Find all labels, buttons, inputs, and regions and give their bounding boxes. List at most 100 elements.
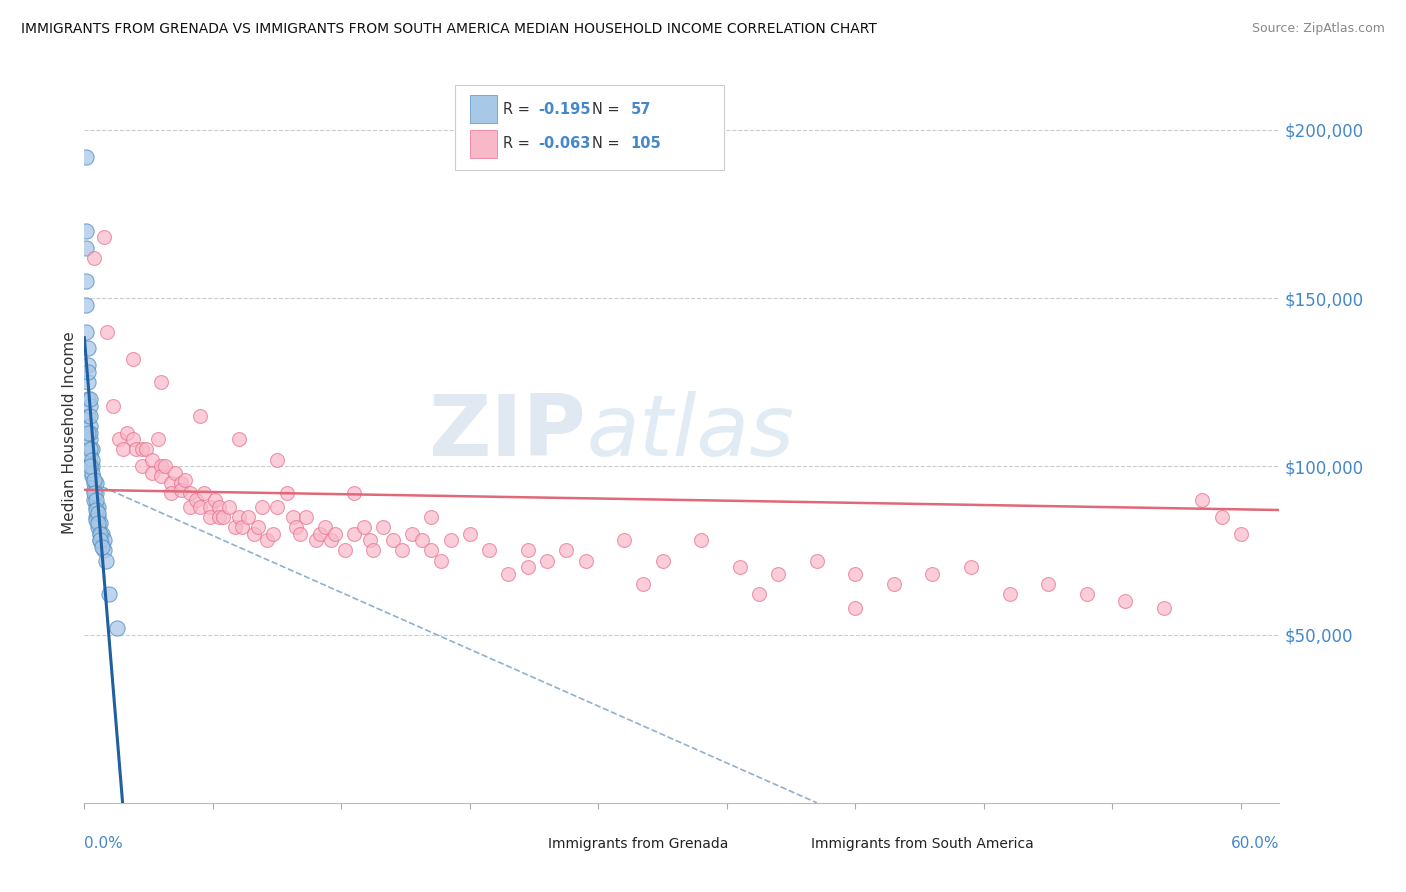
Point — [160, 476, 183, 491]
Text: Source: ZipAtlas.com: Source: ZipAtlas.com — [1251, 22, 1385, 36]
Y-axis label: Median Household Income: Median Household Income — [62, 331, 77, 534]
Point — [75, 224, 97, 238]
Point — [960, 560, 983, 574]
Point — [458, 526, 481, 541]
Point — [420, 543, 443, 558]
Point — [135, 442, 157, 457]
Point — [498, 566, 520, 581]
Point — [728, 560, 751, 574]
Point — [246, 520, 269, 534]
Point — [84, 509, 107, 524]
Point — [1191, 492, 1213, 507]
Point — [179, 500, 201, 514]
Point — [478, 543, 501, 558]
Text: R =: R = — [503, 136, 534, 152]
Text: atlas: atlas — [586, 391, 794, 475]
Point — [883, 577, 905, 591]
Point — [359, 533, 381, 548]
Point — [198, 509, 221, 524]
Point — [131, 459, 153, 474]
Point — [131, 442, 153, 457]
Point — [250, 500, 273, 514]
Text: Immigrants from Grenada: Immigrants from Grenada — [548, 837, 728, 850]
Point — [555, 543, 578, 558]
Point — [381, 533, 404, 548]
Point — [243, 526, 266, 541]
Bar — [471, 130, 496, 158]
Point — [998, 587, 1021, 601]
Point — [89, 533, 111, 548]
Point — [84, 500, 107, 514]
Point — [150, 469, 173, 483]
Point — [281, 509, 304, 524]
Point — [290, 526, 312, 541]
Point — [96, 325, 118, 339]
Point — [77, 342, 100, 356]
Text: 0.0%: 0.0% — [84, 836, 124, 851]
Point — [163, 466, 186, 480]
Point — [90, 526, 112, 541]
Point — [83, 476, 105, 491]
Point — [266, 452, 288, 467]
Bar — [778, 830, 807, 856]
Point — [921, 566, 943, 581]
Point — [1076, 587, 1098, 601]
Point — [84, 513, 107, 527]
Text: 60.0%: 60.0% — [1232, 836, 1279, 851]
Point — [89, 526, 111, 541]
Point — [79, 425, 101, 440]
Point — [79, 433, 101, 447]
Point — [262, 526, 284, 541]
Point — [79, 399, 101, 413]
Point — [516, 560, 538, 574]
Point — [87, 507, 110, 521]
Point — [285, 520, 308, 534]
Point — [80, 459, 103, 474]
Point — [83, 483, 105, 497]
Point — [75, 325, 97, 339]
Point — [83, 486, 105, 500]
Point — [1211, 509, 1233, 524]
Point — [208, 500, 231, 514]
Point — [238, 509, 260, 524]
Point — [75, 274, 97, 288]
Point — [75, 298, 97, 312]
Point — [80, 466, 103, 480]
Point — [363, 543, 385, 558]
Point — [228, 509, 250, 524]
Point — [83, 251, 105, 265]
Point — [276, 486, 298, 500]
Point — [84, 476, 107, 491]
Point — [266, 500, 288, 514]
Point — [93, 533, 115, 548]
Point — [228, 433, 250, 447]
Point — [141, 466, 163, 480]
Point — [87, 520, 110, 534]
Point — [411, 533, 433, 548]
Point — [79, 442, 101, 457]
Point — [1230, 526, 1253, 541]
Point — [516, 543, 538, 558]
Point — [314, 520, 336, 534]
Point — [391, 543, 413, 558]
Point — [305, 533, 328, 548]
Point — [79, 409, 101, 423]
Point — [256, 533, 278, 548]
Point — [401, 526, 423, 541]
Point — [77, 425, 100, 440]
Point — [89, 533, 111, 548]
Point — [218, 500, 240, 514]
Point — [80, 452, 103, 467]
Point — [574, 553, 596, 567]
Text: -0.063: -0.063 — [538, 136, 591, 152]
Point — [150, 459, 173, 474]
Point — [103, 399, 125, 413]
Point — [430, 553, 453, 567]
Point — [105, 621, 128, 635]
Point — [80, 442, 103, 457]
Point — [83, 492, 105, 507]
Point — [111, 442, 134, 457]
Point — [690, 533, 713, 548]
Point — [353, 520, 375, 534]
Point — [343, 526, 366, 541]
